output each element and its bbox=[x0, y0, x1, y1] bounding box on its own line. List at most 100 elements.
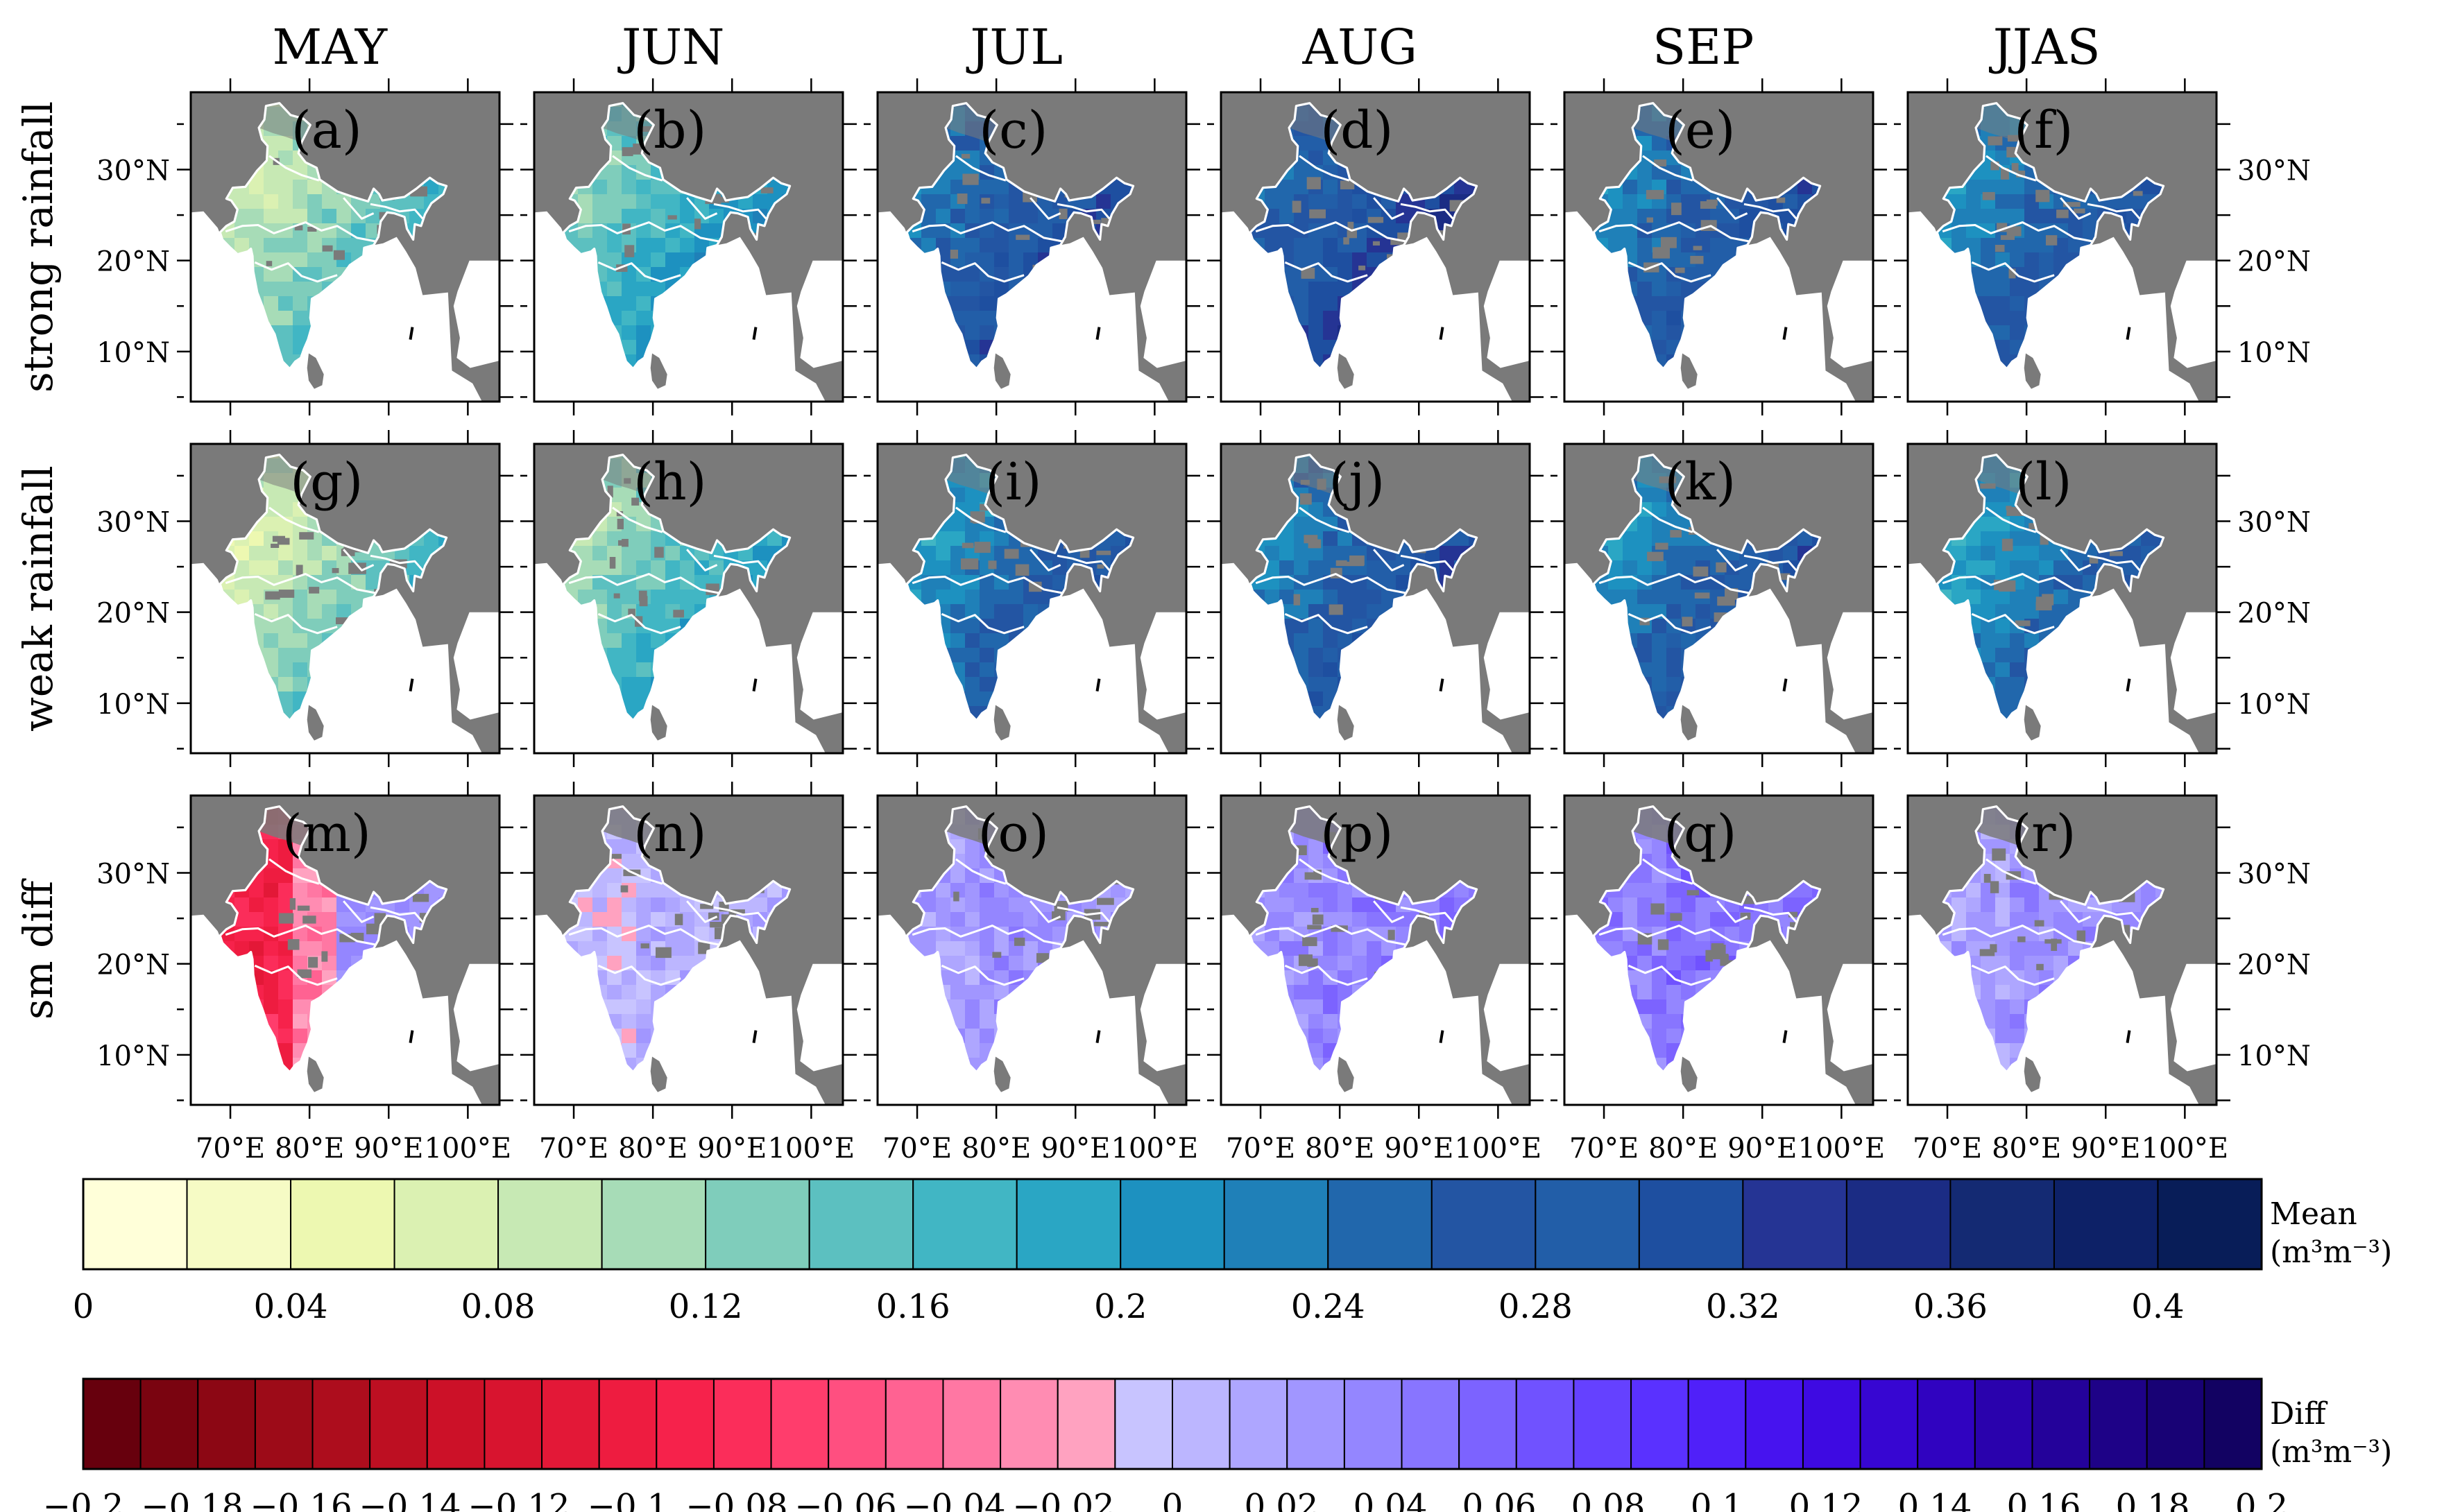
data-cell bbox=[366, 560, 381, 576]
data-cell bbox=[336, 590, 352, 605]
zone-boundary bbox=[225, 573, 377, 594]
data-cell bbox=[1725, 238, 1740, 253]
data-cell bbox=[1739, 209, 1754, 224]
data-cell bbox=[965, 238, 980, 253]
masked-cell bbox=[961, 558, 979, 569]
data-cell bbox=[1812, 180, 1820, 195]
zone-boundary bbox=[370, 203, 424, 220]
data-cell bbox=[965, 267, 980, 282]
data-cell bbox=[1265, 238, 1280, 253]
data-cell bbox=[336, 604, 352, 619]
masked-region bbox=[259, 454, 311, 495]
data-cell bbox=[1966, 238, 1981, 253]
data-cell bbox=[2068, 223, 2083, 239]
data-cell bbox=[651, 194, 666, 209]
masked-cell bbox=[961, 153, 971, 159]
data-cell bbox=[1995, 340, 2010, 355]
masked-cell bbox=[1015, 564, 1030, 576]
data-cell bbox=[322, 252, 337, 268]
data-cell bbox=[2083, 209, 2098, 224]
map-panel: (e) bbox=[1551, 78, 1887, 415]
panel-frame bbox=[189, 91, 501, 403]
masked-cell bbox=[2046, 235, 2058, 246]
data-cell bbox=[636, 677, 651, 692]
data-cell bbox=[680, 209, 695, 224]
data-cell bbox=[994, 531, 1009, 547]
data-cell bbox=[278, 546, 293, 561]
data-cell bbox=[622, 546, 637, 561]
map-panel: (d) bbox=[1207, 78, 1544, 415]
zone-boundary bbox=[941, 261, 1025, 283]
data-cell bbox=[622, 180, 637, 195]
data-cell bbox=[622, 340, 637, 355]
masked-cell bbox=[622, 147, 633, 157]
data-cell bbox=[578, 590, 593, 605]
zone-boundary bbox=[713, 554, 767, 572]
data-cell bbox=[1009, 590, 1024, 605]
data-cell bbox=[234, 546, 250, 561]
data-cell bbox=[592, 209, 608, 224]
data-cell bbox=[278, 662, 293, 678]
panel-frame bbox=[876, 443, 1188, 755]
data-cell bbox=[1981, 209, 1996, 224]
masked-cell bbox=[2133, 191, 2143, 196]
data-cell bbox=[994, 282, 1009, 297]
data-cell bbox=[1966, 180, 1981, 195]
data-cell bbox=[264, 531, 279, 547]
zone-boundary bbox=[597, 261, 681, 283]
data-cell bbox=[636, 209, 651, 224]
data-cell bbox=[980, 223, 995, 239]
data-cell bbox=[293, 677, 308, 692]
data-cell bbox=[1323, 296, 1338, 311]
data-cell bbox=[1125, 531, 1134, 547]
data-cell bbox=[994, 252, 1009, 268]
data-cell bbox=[767, 531, 783, 547]
map-panel: (h) bbox=[520, 430, 857, 767]
map-panel: (j) bbox=[1207, 430, 1544, 767]
data-cell bbox=[965, 590, 980, 605]
masked-cell bbox=[962, 173, 979, 185]
data-cell bbox=[249, 546, 264, 561]
data-cell bbox=[753, 546, 768, 561]
data-cell bbox=[278, 677, 293, 692]
zone-boundary bbox=[568, 573, 720, 594]
data-cell bbox=[1023, 238, 1039, 253]
data-cell bbox=[607, 604, 622, 619]
data-cell bbox=[680, 252, 695, 268]
masked-cell bbox=[332, 568, 339, 574]
masked-cell bbox=[1347, 221, 1354, 231]
data-cell bbox=[2010, 325, 2025, 341]
data-cell bbox=[994, 575, 1009, 590]
data-cell bbox=[636, 311, 651, 326]
data-cell bbox=[1739, 223, 1754, 239]
map-panel-grid: (a) (b) (c) (d) (e) (f)strong rainfall 30°N 30°… bbox=[15, 19, 2311, 1165]
masked-cell bbox=[1097, 564, 1104, 569]
masked-cell bbox=[1367, 216, 1384, 223]
data-cell bbox=[709, 223, 724, 239]
data-cell bbox=[636, 238, 651, 253]
data-cell bbox=[622, 502, 637, 517]
data-cell bbox=[234, 194, 250, 209]
data-cell bbox=[307, 282, 323, 297]
masked-region bbox=[1976, 103, 2028, 143]
data-cell bbox=[651, 223, 666, 239]
masked-cell bbox=[1306, 177, 1321, 189]
data-cell bbox=[307, 209, 323, 224]
data-cell bbox=[366, 223, 381, 239]
data-cell bbox=[1279, 238, 1295, 253]
masked-cell bbox=[631, 497, 640, 506]
data-cell bbox=[307, 194, 323, 209]
data-cell bbox=[994, 194, 1009, 209]
data-cell bbox=[980, 604, 995, 619]
masked-cell bbox=[607, 486, 613, 498]
data-cell bbox=[1623, 180, 1638, 195]
data-cell bbox=[994, 209, 1009, 224]
masked-cell bbox=[624, 245, 635, 257]
data-cell bbox=[307, 560, 323, 576]
masked-cell bbox=[1372, 241, 1380, 246]
sri-lanka-land bbox=[2024, 353, 2041, 389]
data-cell bbox=[607, 252, 622, 268]
masked-cell bbox=[957, 194, 968, 205]
panel-label: (a) bbox=[291, 101, 362, 160]
data-cell bbox=[2039, 252, 2054, 268]
